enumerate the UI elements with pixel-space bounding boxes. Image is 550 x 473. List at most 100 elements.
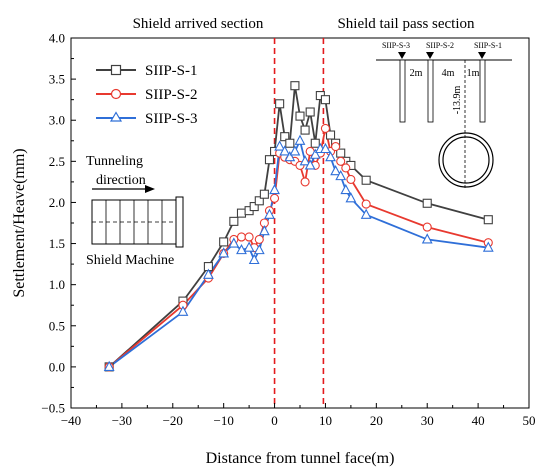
data-point <box>253 243 265 255</box>
data-point <box>248 253 260 265</box>
spacing-label-4m: 4m <box>442 68 455 79</box>
data-point <box>320 123 330 133</box>
data-point <box>341 163 351 173</box>
tunnel-outer-ring <box>438 132 494 188</box>
shield-arrived-label: Shield arrived section <box>133 16 264 32</box>
y-tick-label: 1.5 <box>49 236 65 251</box>
y-tick-label: 0.0 <box>49 359 65 374</box>
data-point <box>361 175 371 185</box>
data-point <box>264 208 275 219</box>
x-tick-label: 10 <box>319 413 332 428</box>
x-axis-title: Distance from tunnel face(m) <box>206 450 395 467</box>
data-point <box>325 151 336 162</box>
arrow-head-icon <box>145 185 155 193</box>
depth-label: -13.9m <box>452 85 463 114</box>
sensor-marker-icon <box>426 52 434 59</box>
x-tick-label: 30 <box>421 413 434 428</box>
data-point <box>280 132 290 142</box>
data-point <box>202 268 214 279</box>
sensor-tube-s2 <box>427 59 434 123</box>
x-tick-label: 40 <box>472 413 485 428</box>
data-series <box>103 81 494 372</box>
sensor-marker-icon <box>478 52 486 59</box>
data-point <box>219 237 229 247</box>
sensor-tube-s3 <box>399 59 406 123</box>
data-point <box>236 243 247 255</box>
data-point <box>274 140 286 151</box>
data-point <box>325 130 336 140</box>
y-tick-label: 0.5 <box>49 318 65 333</box>
shield-machine-label: Shield Machine <box>86 253 174 268</box>
data-point <box>236 232 247 242</box>
data-point <box>305 107 315 117</box>
data-point <box>304 159 316 170</box>
cutterhead <box>175 196 184 248</box>
legend: SIIP-S-1 SIIP-S-2 SIIP-S-3 <box>96 63 198 127</box>
y-tick-label: 4.0 <box>49 31 65 46</box>
data-point <box>421 233 433 244</box>
data-point <box>228 237 240 248</box>
sensor-label-s2: SIIP-S-2 <box>426 41 454 50</box>
data-point <box>229 216 239 226</box>
y-tick-label: 3.0 <box>49 113 65 128</box>
legend-label-s2: SIIP-S-2 <box>145 87 198 103</box>
data-point <box>345 192 357 203</box>
data-point <box>177 305 189 316</box>
data-point <box>269 183 280 195</box>
x-tick-label: −30 <box>112 413 132 428</box>
legend-marker-s2 <box>110 88 122 100</box>
data-point <box>218 247 230 258</box>
data-point <box>270 193 280 203</box>
data-point <box>361 199 371 209</box>
data-point <box>310 138 320 148</box>
sensor-label-s3: SIIP-S-3 <box>382 41 410 50</box>
data-point <box>360 208 372 219</box>
data-point <box>320 142 331 154</box>
data-point <box>300 125 310 135</box>
spacing-label-2m: 2m <box>410 68 423 79</box>
data-point <box>264 155 275 165</box>
data-point <box>285 138 295 148</box>
legend-label-s3: SIIP-S-3 <box>145 111 198 127</box>
direction-label: direction <box>96 173 146 188</box>
sensor-label-s1: SIIP-S-1 <box>474 41 502 50</box>
x-tick-label: −40 <box>61 413 81 428</box>
data-point <box>320 95 330 105</box>
data-point <box>290 81 300 91</box>
data-point <box>258 225 270 236</box>
shield-machine-inset: Tunneling direction Shield Machine <box>86 154 184 268</box>
tunnel-inner-ring <box>442 136 490 184</box>
tunneling-label: Tunneling <box>86 154 143 169</box>
data-point <box>295 111 305 121</box>
x-tick-label: 50 <box>523 413 536 428</box>
data-point <box>254 196 264 206</box>
axis-ticks: −40 −30 −20 −10 0 10 20 30 40 50 −0.5 0.0 0.5 1.0 1.5 2… <box>41 31 535 429</box>
data-point <box>335 169 347 181</box>
data-point <box>284 151 296 162</box>
data-point <box>299 155 311 166</box>
data-point <box>331 141 341 152</box>
data-point <box>294 134 306 145</box>
spacing-label-1m: 1m <box>467 68 480 79</box>
data-point <box>483 215 493 225</box>
data-point <box>330 165 342 176</box>
data-point <box>346 174 356 184</box>
y-tick-label: −0.5 <box>41 401 65 416</box>
data-point <box>254 234 264 244</box>
data-point <box>236 208 247 218</box>
sensor-layout-inset: SIIP-S-3 SIIP-S-2 SIIP-S-1 2m 4m 1m -13.… <box>376 41 512 188</box>
legend-marker-s3 <box>109 111 123 122</box>
data-point <box>422 198 432 208</box>
legend-marker-s1 <box>110 64 122 76</box>
y-tick-label: 2.0 <box>49 195 65 210</box>
data-point <box>340 183 352 195</box>
x-tick-label: 0 <box>271 413 278 428</box>
y-axis-title: Settlement/Heave(mm) <box>11 148 28 297</box>
data-point <box>289 145 301 156</box>
y-tick-label: 1.0 <box>49 277 65 292</box>
y-tick-label: 2.5 <box>49 154 65 169</box>
data-point <box>279 145 291 156</box>
y-tick-label: 3.5 <box>49 72 65 87</box>
data-point <box>249 202 259 212</box>
